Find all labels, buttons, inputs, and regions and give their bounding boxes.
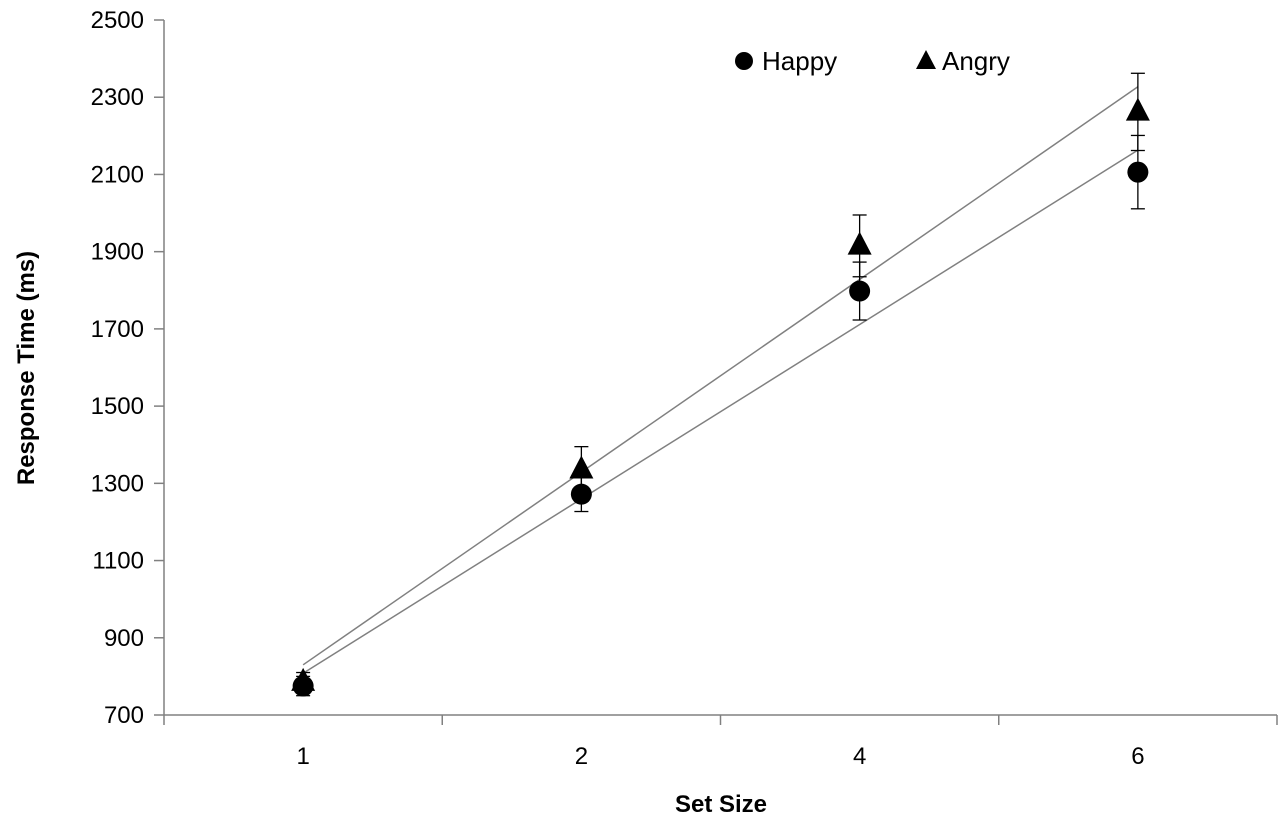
x-axis-title: Set Size (675, 791, 767, 818)
data-point-happy (849, 280, 871, 302)
axes (154, 19, 1278, 725)
y-tick-label: 2500 (91, 7, 144, 34)
y-tick-label: 1100 (92, 548, 144, 575)
trendline-happy (302, 149, 1139, 674)
trendline-angry (302, 86, 1139, 666)
y-tick-label: 1700 (91, 316, 144, 343)
y-tick-label: 1900 (91, 239, 144, 266)
legend: Happy Angry (735, 46, 1010, 76)
y-tick-label: 2300 (91, 84, 144, 111)
y-tick-label: 1500 (91, 393, 144, 420)
data-point-happy (570, 483, 592, 505)
x-tick-label: 1 (296, 743, 309, 770)
x-tick-label: 4 (853, 743, 866, 770)
x-tick-label: 6 (1131, 743, 1144, 770)
legend-marker-happy (735, 52, 753, 70)
x-tick-label: 2 (575, 743, 588, 770)
legend-label-angry: Angry (942, 46, 1010, 76)
tick-labels: 700 900 1100 1300 1500 1700 1900 2100 2300 2500 1 2… (91, 7, 1145, 770)
data-point-angry (569, 455, 594, 479)
y-tick-label: 700 (104, 702, 144, 729)
y-axis-title: Response Time (ms) (13, 251, 40, 485)
trendlines (302, 86, 1139, 674)
error-bars (296, 72, 1145, 697)
data-point-angry (847, 231, 872, 255)
data-point-angry (1125, 97, 1150, 121)
data-points (291, 97, 1150, 697)
legend-label-happy: Happy (762, 46, 837, 76)
y-tick-label: 2100 (91, 161, 144, 188)
y-tick-label: 1300 (91, 470, 144, 497)
data-point-happy (1127, 161, 1149, 183)
legend-marker-angry (916, 50, 936, 69)
data-point-angry (291, 667, 316, 691)
y-tick-label: 900 (104, 625, 144, 652)
